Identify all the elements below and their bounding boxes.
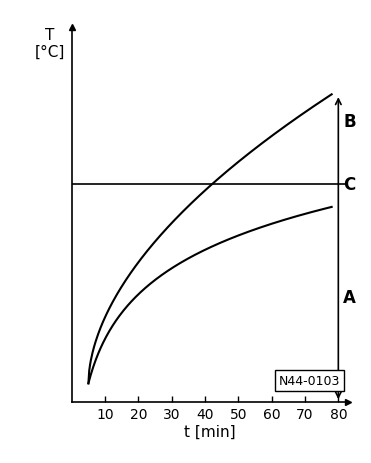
- Text: A: A: [343, 288, 356, 307]
- X-axis label: t [min]: t [min]: [184, 424, 236, 439]
- Text: C: C: [343, 176, 355, 194]
- Y-axis label: T
[°C]: T [°C]: [35, 28, 65, 60]
- Text: N44-0103: N44-0103: [279, 374, 340, 387]
- Text: B: B: [343, 113, 356, 130]
